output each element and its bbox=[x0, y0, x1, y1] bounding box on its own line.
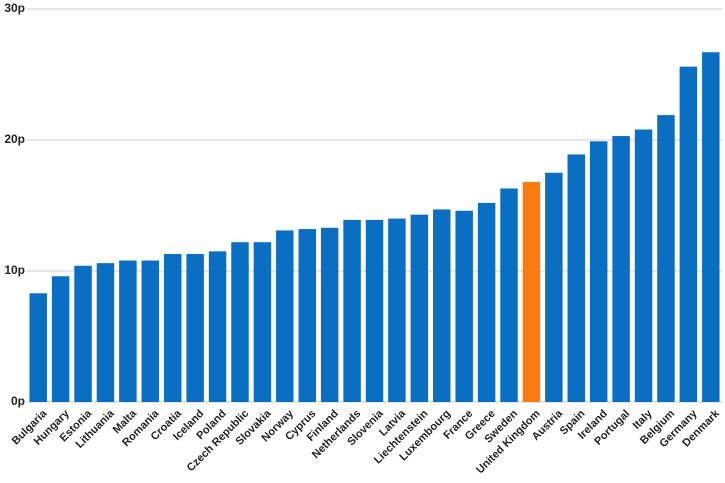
x-axis-labels: BulgariaHungaryEstoniaLithuaniaMaltaRoma… bbox=[10, 407, 723, 476]
bar bbox=[702, 52, 720, 402]
bar bbox=[253, 242, 272, 402]
bar bbox=[320, 227, 339, 402]
bar bbox=[51, 276, 70, 402]
bar bbox=[119, 260, 137, 402]
y-tick-label: 0p bbox=[11, 394, 25, 408]
bar bbox=[365, 219, 384, 402]
bar bbox=[208, 251, 227, 402]
bar bbox=[500, 188, 518, 402]
bar bbox=[567, 154, 586, 402]
bar bbox=[455, 210, 473, 402]
bar bbox=[96, 263, 115, 402]
bar bbox=[522, 181, 541, 402]
y-tick-label: 20p bbox=[4, 132, 25, 146]
y-tick-label: 10p bbox=[4, 263, 25, 277]
bar bbox=[545, 172, 563, 402]
bar bbox=[477, 202, 496, 402]
bar bbox=[634, 129, 653, 402]
bar bbox=[29, 293, 47, 402]
bar bbox=[679, 66, 698, 402]
bar bbox=[410, 214, 429, 402]
y-tick-label: 30p bbox=[4, 1, 25, 15]
bar bbox=[141, 260, 160, 402]
bar bbox=[231, 242, 249, 402]
bar bbox=[163, 253, 182, 402]
bar bbox=[612, 136, 630, 402]
bar bbox=[343, 219, 361, 402]
bar bbox=[74, 265, 92, 402]
bar bbox=[186, 253, 204, 402]
bars bbox=[29, 52, 720, 403]
bar bbox=[276, 230, 294, 402]
bar bbox=[298, 229, 316, 402]
bar bbox=[589, 141, 608, 402]
bar bbox=[388, 218, 406, 402]
y-axis-ticks: 0p 10p 20p 30p bbox=[4, 1, 25, 408]
bar bbox=[433, 209, 451, 402]
bar bbox=[657, 115, 675, 403]
